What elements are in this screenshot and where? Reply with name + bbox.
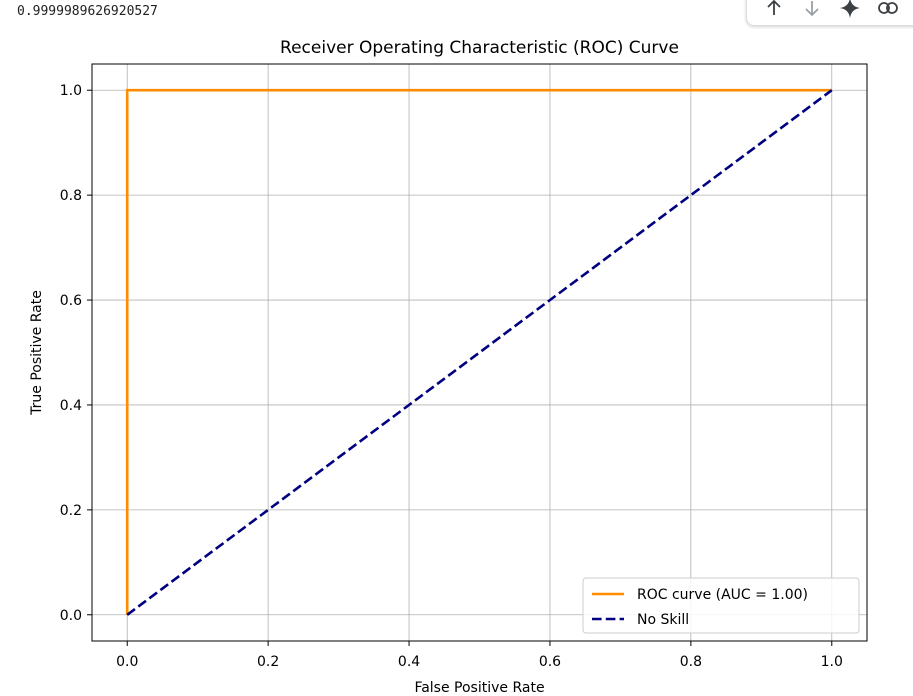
- legend-box: [582, 577, 860, 634]
- legend-label-0: ROC curve (AUC = 1.00): [637, 587, 808, 603]
- cell-output-text: 0.9999989626920527: [17, 4, 158, 19]
- x-tick-label: 1.0: [821, 654, 843, 670]
- series-line-1: [126, 89, 833, 616]
- gemini-button[interactable]: [831, 0, 869, 23]
- move-up-button[interactable]: [755, 0, 793, 23]
- x-tick-label: 0.0: [116, 654, 138, 670]
- arrow-up-icon: [767, 0, 781, 15]
- x-tick-label: 0.8: [680, 654, 702, 670]
- copy-link-button[interactable]: [869, 0, 907, 23]
- y-tick-label: 0.6: [60, 293, 82, 309]
- series-line-0: [125, 88, 832, 615]
- y-tick-label: 1.0: [60, 83, 82, 99]
- y-tick-label: 0.2: [60, 503, 82, 519]
- arrow-down-icon: [805, 1, 819, 17]
- link-icon: [878, 2, 898, 14]
- x-tick-label: 0.4: [398, 654, 420, 670]
- axes-frame: [91, 63, 868, 642]
- cell-toolbar: [746, 0, 913, 26]
- sparkle-icon: [840, 0, 860, 18]
- x-axis-label: False Positive Rate: [414, 680, 544, 696]
- legend-label-1: No Skill: [637, 612, 689, 628]
- x-tick-label: 0.6: [539, 654, 561, 670]
- chart-title: Receiver Operating Characteristic (ROC) …: [280, 38, 679, 58]
- move-down-button[interactable]: [793, 0, 831, 23]
- y-axis-label: True Positive Rate: [29, 290, 45, 416]
- x-tick-label: 0.2: [257, 654, 279, 670]
- y-tick-label: 0.4: [60, 398, 82, 414]
- y-tick-label: 0.8: [60, 188, 82, 204]
- y-tick-label: 0.0: [60, 608, 82, 624]
